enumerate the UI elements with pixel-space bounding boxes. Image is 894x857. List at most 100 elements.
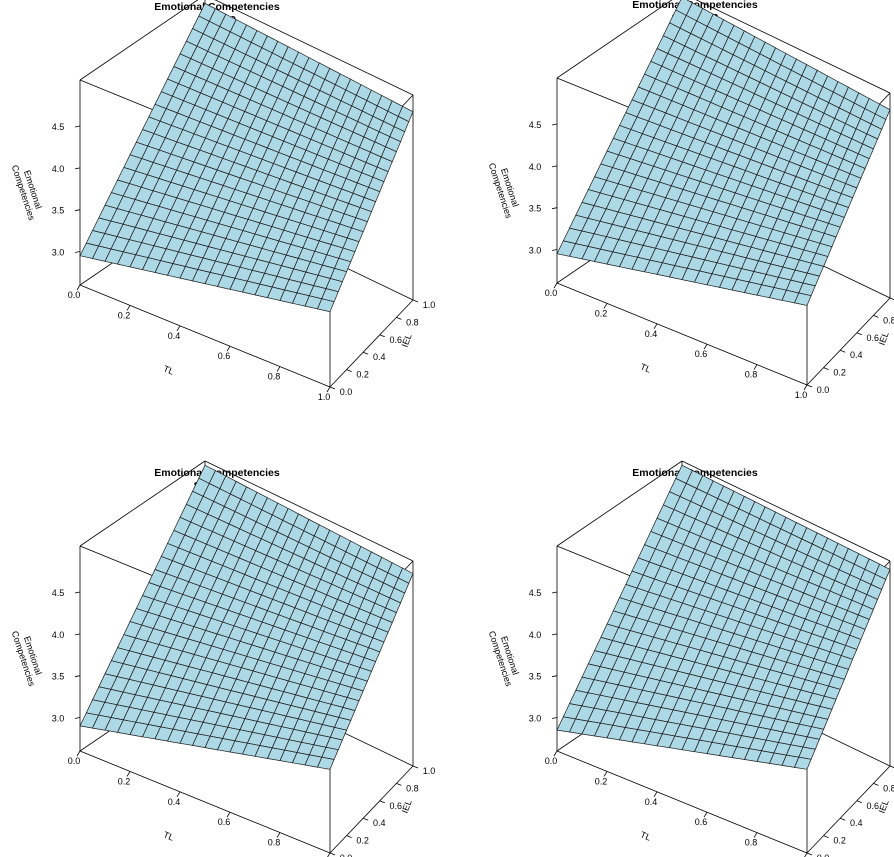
iel-tick-mark [346, 369, 352, 372]
iel-tick-mark [396, 783, 402, 786]
tl-axis-label: TL [639, 830, 652, 843]
tl-tick-label: 0.0 [68, 290, 81, 300]
z-tick-mark [74, 717, 81, 719]
tl-tick-mark [76, 750, 81, 757]
z-tick-mark [551, 633, 558, 636]
iel-tick-label: 0.6 [390, 335, 403, 345]
iel-axis-label: IEL [400, 798, 414, 814]
iel-tick-label: 0.8 [883, 315, 894, 325]
box-edge [79, 750, 331, 854]
iel-tick-label: 0.4 [373, 352, 386, 362]
tl-tick-mark [276, 832, 281, 838]
iel-tick-label: 1.0 [423, 766, 436, 776]
tl-tick-mark [753, 832, 758, 838]
box-edge [556, 750, 808, 854]
box-edge [695, 0, 891, 94]
tl-tick-mark [553, 282, 558, 289]
z-tick-label: 3.5 [529, 204, 542, 214]
box-edge [79, 460, 206, 547]
tl-tick-mark [703, 811, 708, 818]
iel-tick-mark [806, 384, 813, 388]
surface-facet [317, 756, 335, 770]
tl-tick-label: 0.0 [545, 288, 558, 298]
iel-tick-mark [889, 297, 894, 301]
z-tick-mark [551, 207, 558, 210]
tl-tick-label: 0.4 [645, 329, 658, 339]
z-tick-label: 3.0 [529, 246, 542, 256]
tl-tick-label: 0.2 [595, 308, 608, 318]
iel-tick-mark [856, 332, 862, 336]
iel-tick-mark [379, 800, 385, 804]
z-tick-label: 3.5 [52, 672, 65, 682]
box-edge [806, 765, 891, 854]
box-edge [79, 284, 331, 388]
tl-tick-mark [803, 384, 808, 391]
z-tick-label: 3.0 [52, 248, 65, 258]
tl-tick-mark [603, 771, 608, 777]
z-tick-label: 4.5 [52, 588, 65, 598]
iel-tick-mark [412, 299, 419, 303]
iel-tick-label: 0.0 [817, 385, 830, 395]
iel-tick-label: 0.4 [850, 818, 863, 828]
iel-tick-mark [346, 835, 352, 838]
iel-tick-label: 0.2 [833, 836, 846, 846]
tl-axis-label: TL [162, 364, 175, 377]
tl-tick-label: 0.6 [695, 349, 708, 359]
tl-tick-label: 0.6 [218, 817, 231, 827]
iel-tick-mark [363, 817, 369, 821]
iel-tick-mark [806, 852, 813, 856]
tl-tick-mark [326, 386, 331, 393]
tl-tick-label: 0.6 [218, 351, 231, 361]
z-tick-mark [551, 717, 558, 719]
tl-tick-mark [753, 364, 758, 370]
tl-tick-label: 1.0 [795, 390, 808, 400]
z-tick-label: 3.0 [52, 714, 65, 724]
chart-title: Emotional Competencies [154, 1, 280, 13]
z-tick-mark [74, 591, 81, 594]
tl-tick-mark [327, 852, 331, 857]
z-tick-mark [551, 165, 558, 168]
iel-tick-label: 0.2 [833, 368, 846, 378]
tl-tick-label: 0.0 [545, 756, 558, 766]
z-tick-mark [551, 249, 558, 251]
z-tick-mark [74, 675, 81, 678]
iel-tick-label: 0.8 [406, 317, 419, 327]
box-edge [214, 0, 414, 96]
iel-tick-label: 0.8 [883, 783, 894, 793]
iel-tick-mark [840, 817, 846, 821]
z-tick-label: 4.0 [529, 630, 542, 640]
tl-tick-label: 0.8 [745, 838, 758, 848]
tl-tick-mark [126, 771, 131, 777]
tl-tick-mark [804, 852, 808, 857]
iel-tick-mark [823, 835, 829, 838]
z-axis-label: EmotionalCompetencies [487, 159, 524, 220]
iel-tick-mark [856, 800, 862, 804]
tl-tick-label: 0.4 [168, 331, 181, 341]
z-tick-mark [74, 633, 81, 636]
surface-panel-2: Emotional CompetenciesSEL = 0.30.00.20.4… [487, 0, 894, 400]
tl-tick-label: 0.6 [695, 817, 708, 827]
tl-tick-mark [76, 284, 81, 291]
iel-tick-label: 0.0 [340, 853, 353, 857]
z-tick-label: 4.5 [529, 588, 542, 598]
z-tick-label: 3.5 [529, 672, 542, 682]
tl-tick-mark [176, 791, 181, 798]
surface-panel-1: Emotional CompetenciesSEL = 00.00.20.40.… [10, 0, 435, 402]
z-tick-label: 3.5 [52, 206, 65, 216]
tl-tick-mark [653, 791, 658, 798]
z-tick-label: 4.5 [52, 122, 65, 132]
z-tick-mark [74, 209, 81, 212]
iel-tick-label: 0.2 [356, 370, 369, 380]
z-tick-mark [74, 167, 81, 170]
tl-tick-mark [553, 750, 558, 757]
tl-tick-mark [276, 366, 281, 372]
z-tick-mark [74, 125, 81, 128]
z-tick-label: 4.0 [529, 162, 542, 172]
tl-tick-label: 0.0 [68, 756, 81, 766]
iel-tick-label: 0.0 [817, 853, 830, 857]
box-edge [329, 765, 414, 854]
tl-tick-mark [603, 303, 608, 309]
box-edge [556, 460, 683, 547]
iel-tick-mark [412, 765, 419, 769]
iel-tick-mark [379, 334, 385, 338]
